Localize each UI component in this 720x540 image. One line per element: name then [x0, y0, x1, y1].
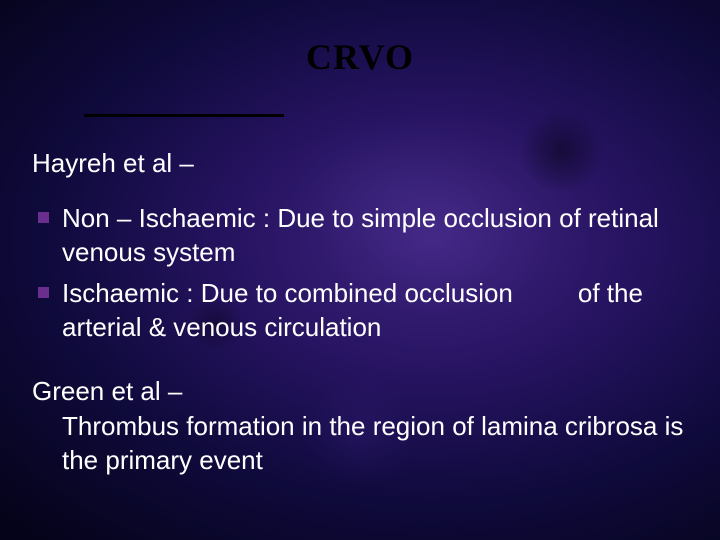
- bullet-text: Non – Ischaemic : Due to simple occlusio…: [62, 203, 659, 267]
- list-item: Ischaemic : Due to combined occlusion of…: [32, 276, 688, 345]
- slide-body: Hayreh et al – Non – Ischaemic : Due to …: [32, 148, 688, 477]
- title-underline: [84, 114, 284, 117]
- para-body: Thrombus formation in the region of lami…: [32, 409, 688, 478]
- bullet-list: Non – Ischaemic : Due to simple occlusio…: [32, 201, 688, 344]
- intro-text-hayreh: Hayreh et al –: [32, 148, 688, 179]
- slide-title: CRVO: [0, 36, 720, 78]
- paragraph-green: Green et al – Thrombus formation in the …: [32, 374, 688, 477]
- bullet-text: Ischaemic : Due to combined occlusion of…: [62, 278, 643, 342]
- list-item: Non – Ischaemic : Due to simple occlusio…: [32, 201, 688, 270]
- slide: CRVO Hayreh et al – Non – Ischaemic : Du…: [0, 0, 720, 540]
- para-lead: Green et al –: [32, 376, 182, 406]
